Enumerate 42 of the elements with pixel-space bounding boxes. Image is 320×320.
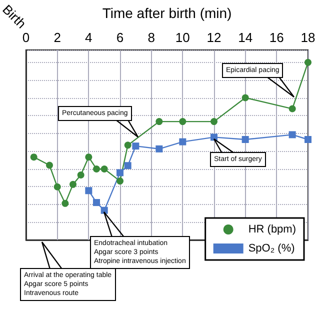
point	[62, 200, 69, 207]
legend-label: SpO₂ (%)	[248, 242, 295, 254]
point	[179, 138, 186, 146]
point	[210, 134, 218, 141]
point	[242, 136, 249, 143]
point	[156, 145, 163, 152]
x-tick-label: 18	[300, 30, 316, 45]
point	[46, 162, 53, 169]
point	[124, 142, 132, 149]
point	[100, 206, 108, 214]
point	[242, 94, 249, 102]
legend-label: HR (bpm)	[248, 224, 296, 236]
point	[93, 165, 100, 172]
point	[304, 58, 312, 66]
point	[100, 165, 108, 172]
point	[77, 172, 84, 179]
x-tick-label: 10	[175, 30, 190, 45]
point	[210, 118, 218, 126]
point	[304, 136, 312, 143]
x-tick-label: 4	[85, 30, 92, 45]
point	[116, 178, 124, 185]
x-axis-title: Time after birth (min)	[102, 5, 232, 21]
x-tick-label: 6	[116, 30, 124, 45]
point	[156, 118, 163, 126]
x-tick-label: 8	[148, 30, 155, 45]
point	[85, 187, 92, 194]
point	[179, 118, 186, 126]
point	[54, 183, 61, 190]
point	[70, 180, 76, 188]
x-tick-label: 16	[269, 30, 284, 45]
x-tick-label: 14	[238, 30, 253, 45]
point	[116, 169, 124, 176]
point	[132, 142, 140, 150]
point	[85, 154, 92, 161]
point	[288, 105, 296, 112]
x-tick-label: 0	[22, 30, 30, 45]
point	[30, 154, 38, 161]
point	[288, 131, 296, 138]
x-tick-label: 2	[54, 30, 61, 45]
point	[124, 162, 132, 170]
point	[93, 199, 100, 206]
x-tick-label: 12	[206, 30, 222, 45]
